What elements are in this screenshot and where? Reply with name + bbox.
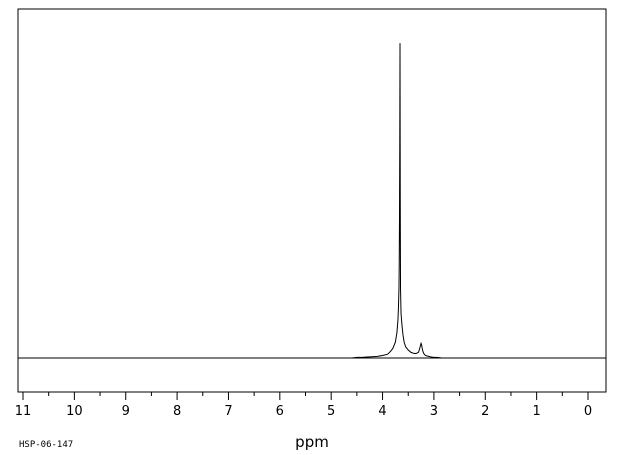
x-axis-label: ppm — [295, 433, 329, 451]
x-tick-label: 11 — [15, 404, 32, 419]
x-tick-label: 9 — [122, 404, 130, 419]
spectrum-id-label: HSP-06-147 — [19, 440, 73, 450]
x-tick-label: 0 — [584, 404, 592, 419]
x-tick-label: 10 — [66, 404, 83, 419]
x-tick-label: 5 — [327, 404, 335, 419]
plot-frame — [17, 8, 607, 393]
x-tick-label: 7 — [224, 404, 232, 419]
x-tick-label: 1 — [532, 404, 540, 419]
x-axis: 11 10 9 8 7 6 5 4 3 2 1 0 — [15, 392, 592, 419]
x-tick-label: 8 — [173, 404, 181, 419]
x-tick-label: 2 — [481, 404, 489, 419]
x-tick-label: 4 — [378, 404, 386, 419]
x-tick-label: 3 — [430, 404, 438, 419]
x-tick-label: 6 — [276, 404, 284, 419]
spectrum-trace — [23, 43, 588, 359]
